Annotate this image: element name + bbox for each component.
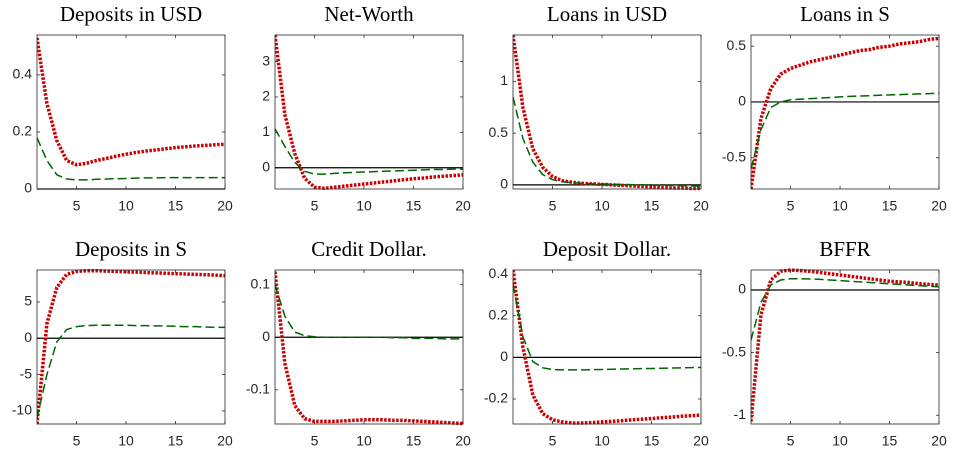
x-tick-label: 10 — [356, 433, 372, 449]
x-tick-label: 20 — [455, 433, 471, 449]
x-tick-label: 5 — [787, 433, 795, 449]
x-tick-label: 10 — [832, 198, 848, 214]
x-tick-label: 15 — [644, 433, 660, 449]
x-tick-label: 20 — [931, 198, 947, 214]
chart-title: Loans in USD — [547, 2, 667, 26]
y-tick-label: -5 — [20, 365, 33, 381]
x-tick-label: 5 — [73, 433, 81, 449]
x-tick-label: 10 — [594, 198, 610, 214]
y-tick-label: 0 — [738, 93, 746, 109]
y-tick-label: -0.5 — [722, 148, 746, 164]
y-tick-label: 0 — [262, 328, 270, 344]
y-tick-label: 0 — [24, 329, 32, 345]
y-tick-label: 3 — [262, 52, 270, 68]
plot-frame — [750, 269, 940, 425]
plot-frame — [36, 269, 226, 425]
chart-title: Credit Dollar. — [311, 237, 426, 261]
y-tick-label: -0.5 — [722, 343, 746, 359]
series-line — [513, 269, 701, 425]
x-tick-label: 20 — [693, 433, 709, 449]
y-tick-label: 0 — [262, 158, 270, 174]
y-tick-label: 1 — [500, 72, 508, 88]
series-line — [275, 284, 463, 340]
y-tick-label: 0.4 — [13, 66, 33, 82]
series-line — [275, 34, 463, 191]
series-line — [513, 96, 701, 187]
series-line — [37, 137, 225, 181]
series-line — [37, 324, 225, 419]
x-tick-label: 10 — [594, 433, 610, 449]
series-line — [37, 268, 225, 425]
series-line — [513, 34, 701, 191]
x-tick-label: 15 — [882, 198, 898, 214]
y-tick-label: 2 — [262, 88, 270, 104]
y-tick-label: 0.2 — [489, 306, 509, 322]
plot-frame — [274, 34, 464, 190]
plot-frame — [274, 269, 464, 425]
chart-title: Deposits in S — [75, 237, 187, 261]
x-tick-label: 15 — [168, 198, 184, 214]
x-tick-label: 20 — [455, 198, 471, 214]
x-tick-label: 20 — [931, 433, 947, 449]
y-tick-label: 0.1 — [251, 275, 271, 291]
x-tick-label: 20 — [693, 198, 709, 214]
y-tick-label: -1 — [734, 406, 747, 422]
x-tick-label: 5 — [549, 198, 557, 214]
chart-title: Deposit Dollar. — [543, 237, 671, 261]
x-tick-label: 10 — [118, 433, 134, 449]
y-tick-label: 0 — [24, 180, 32, 196]
y-tick-label: 0.5 — [489, 124, 509, 140]
plot-frame — [750, 34, 940, 190]
plot-frame — [512, 269, 702, 425]
x-tick-label: 15 — [406, 433, 422, 449]
series-line — [751, 278, 939, 341]
chart-title: Net-Worth — [324, 2, 414, 26]
y-tick-label: 0 — [500, 348, 508, 364]
x-tick-label: 15 — [644, 198, 660, 214]
y-tick-label: 0.2 — [13, 123, 33, 139]
chart-title: Deposits in USD — [60, 2, 202, 26]
x-tick-label: 5 — [787, 198, 795, 214]
series-line — [513, 284, 701, 371]
y-tick-label: 0 — [738, 281, 746, 297]
series-line — [275, 271, 463, 426]
y-tick-label: 0 — [500, 176, 508, 192]
x-tick-label: 15 — [406, 198, 422, 214]
x-tick-label: 5 — [73, 198, 81, 214]
x-tick-label: 20 — [217, 433, 233, 449]
series-line — [37, 37, 225, 167]
y-tick-label: 0.5 — [727, 37, 747, 53]
x-tick-label: 5 — [549, 433, 557, 449]
y-tick-label: 0.4 — [489, 265, 509, 281]
plot-frame — [512, 34, 702, 190]
x-tick-label: 10 — [118, 198, 134, 214]
x-tick-label: 15 — [168, 433, 184, 449]
series-line — [751, 92, 939, 170]
y-tick-label: 1 — [262, 123, 270, 139]
chart-title: Loans in S — [800, 2, 890, 26]
y-tick-label: -10 — [12, 402, 32, 418]
x-tick-label: 15 — [882, 433, 898, 449]
y-tick-label: 5 — [24, 293, 32, 309]
x-tick-label: 5 — [311, 433, 319, 449]
x-tick-label: 10 — [356, 198, 372, 214]
series-line — [751, 268, 939, 422]
series-line — [275, 128, 463, 175]
chart-title: BFFR — [819, 237, 870, 261]
y-tick-label: -0.2 — [484, 390, 508, 406]
x-tick-label: 10 — [832, 433, 848, 449]
plot-frame — [36, 34, 226, 190]
x-tick-label: 20 — [217, 198, 233, 214]
y-tick-label: -0.1 — [246, 381, 270, 397]
x-tick-label: 5 — [311, 198, 319, 214]
series-line — [751, 36, 939, 190]
